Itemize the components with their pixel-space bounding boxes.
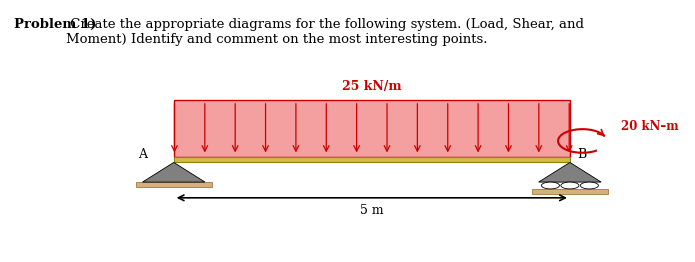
Circle shape bbox=[580, 182, 598, 189]
Text: B: B bbox=[577, 148, 586, 161]
Circle shape bbox=[541, 182, 559, 189]
Bar bbox=[136, 182, 212, 187]
Polygon shape bbox=[142, 162, 205, 182]
Polygon shape bbox=[539, 162, 601, 182]
Text: Create the appropriate diagrams for the following system. (Load, Shear, and
Mome: Create the appropriate diagrams for the … bbox=[66, 18, 584, 46]
Bar bbox=[174, 157, 570, 162]
Bar bbox=[532, 189, 608, 194]
Bar bbox=[174, 100, 570, 157]
Text: 20 kN–m: 20 kN–m bbox=[621, 120, 678, 133]
Text: 25 kN/m: 25 kN/m bbox=[342, 80, 402, 93]
Text: A: A bbox=[138, 148, 147, 161]
Text: 5 m: 5 m bbox=[360, 204, 384, 217]
Circle shape bbox=[561, 182, 579, 189]
Text: Problem 1): Problem 1) bbox=[14, 18, 97, 31]
